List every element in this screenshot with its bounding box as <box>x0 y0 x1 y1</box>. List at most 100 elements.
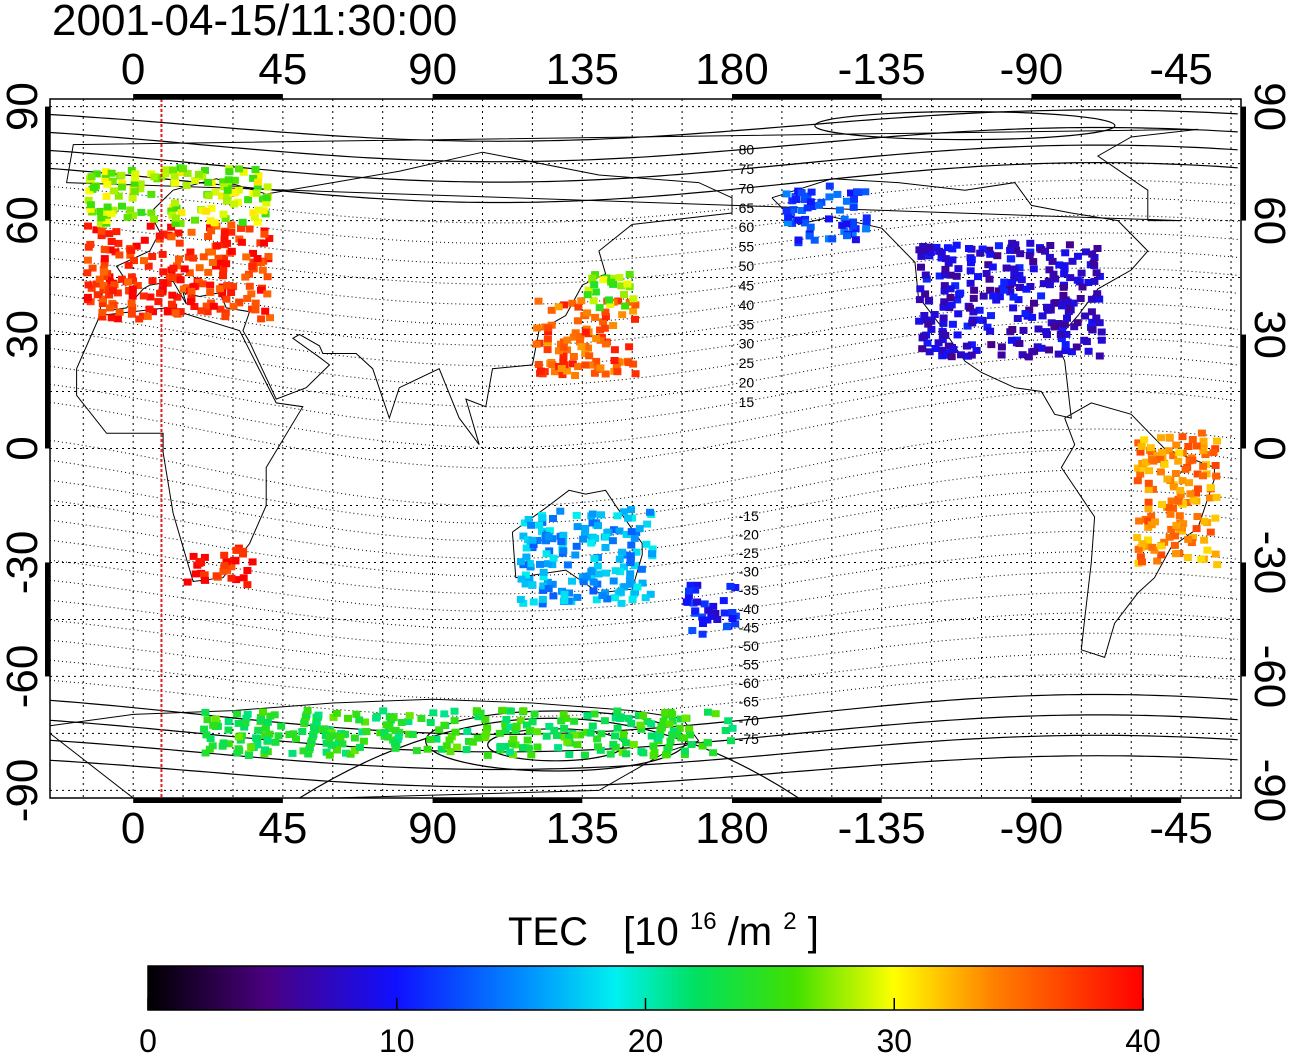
magnetic-contour <box>50 302 1238 367</box>
tec-cell <box>542 537 550 545</box>
tec-cell <box>726 582 735 590</box>
magnetic-contours <box>50 109 1238 798</box>
tec-cell <box>254 178 263 186</box>
tec-cell <box>110 281 119 289</box>
tec-cell <box>224 718 233 725</box>
tec-cell <box>620 563 628 571</box>
tec-cell <box>1209 449 1218 457</box>
tec-cell <box>288 749 297 757</box>
tec-cell <box>191 216 199 224</box>
tec-cell <box>637 748 646 756</box>
tec-cell <box>1051 299 1060 307</box>
tec-cell <box>206 288 215 296</box>
tec-cell <box>978 245 987 253</box>
tec-cell <box>997 343 1006 351</box>
tec-cell <box>99 282 108 289</box>
tec-cell <box>1136 470 1145 478</box>
tec-cell <box>229 302 238 310</box>
tec-cell <box>257 286 265 294</box>
colorbar-unit-exp1: 16 <box>690 908 717 935</box>
tec-cell <box>962 342 971 350</box>
tec-cell <box>849 218 858 226</box>
tec-cell <box>168 291 177 299</box>
tec-cell <box>835 206 844 214</box>
tec-cell <box>395 728 404 736</box>
tec-cell <box>175 239 184 247</box>
tec-cell <box>663 746 672 753</box>
tec-cell <box>107 314 116 322</box>
tec-cell <box>1028 348 1037 356</box>
tec-cell <box>167 233 176 241</box>
tec-cell <box>632 529 641 536</box>
tec-cell <box>1175 512 1184 520</box>
tec-cell <box>643 520 652 528</box>
tec-cell <box>988 263 997 271</box>
tec-cell <box>327 741 336 749</box>
tec-cell <box>224 726 233 734</box>
tec-cell <box>1059 283 1068 291</box>
tec-cell <box>618 548 627 556</box>
tec-cell <box>657 723 666 731</box>
tec-cell <box>592 357 601 365</box>
tec-cell <box>243 567 252 574</box>
tec-cell <box>115 308 124 316</box>
x-tick-label-top: -45 <box>1149 45 1213 94</box>
frame-bar-top <box>432 94 583 99</box>
frame-bar-right <box>1241 106 1246 221</box>
tec-cell <box>556 507 565 515</box>
colorbar-unit-suffix: ] <box>808 910 819 954</box>
tec-cell <box>597 730 606 738</box>
tec-cell <box>787 209 796 216</box>
tec-cell <box>589 578 598 586</box>
tec-cell <box>519 599 528 607</box>
tec-cell <box>1047 319 1056 327</box>
tec-cell <box>951 282 960 290</box>
tec-cell <box>1156 468 1165 476</box>
tec-cell <box>1060 320 1069 328</box>
tec-cell <box>232 546 241 554</box>
tec-cell <box>253 735 262 742</box>
magnetic-contour <box>50 755 1238 788</box>
tec-cell <box>647 732 656 740</box>
tec-cell <box>1088 318 1097 326</box>
tec-cell <box>1082 248 1090 256</box>
tec-cell <box>289 730 298 738</box>
frame-bar-top <box>731 94 882 99</box>
magnetic-contour <box>50 373 1238 449</box>
tec-cell <box>380 729 389 737</box>
tec-cell <box>622 531 631 538</box>
contour-label: -60 <box>739 675 759 691</box>
tec-cell <box>675 724 684 732</box>
tec-cell <box>1206 484 1215 492</box>
tec-cell <box>150 215 158 223</box>
tec-cell <box>355 716 364 724</box>
tec-cell <box>572 542 581 550</box>
tec-cell <box>969 294 978 302</box>
tec-cell <box>450 707 459 715</box>
tec-cell <box>1069 299 1078 307</box>
tec-cell <box>1093 290 1102 298</box>
tec-cell <box>1044 277 1053 285</box>
tec-cell <box>728 615 737 622</box>
x-tick-label-bottom: 135 <box>546 804 619 853</box>
x-tick-label-bottom: 180 <box>695 804 768 853</box>
frame-bar-left <box>45 562 50 677</box>
tec-cell <box>538 595 547 603</box>
y-tick-label-right: 60 <box>1245 196 1292 245</box>
tec-cell <box>558 371 567 379</box>
tec-cell <box>98 313 107 321</box>
tec-cell <box>521 580 530 588</box>
tec-cell <box>220 551 229 559</box>
tec-cell <box>825 215 833 223</box>
tec-cell <box>379 707 388 715</box>
tec-cell <box>946 271 955 279</box>
tec-cell <box>698 630 707 638</box>
tec-cell <box>183 169 192 177</box>
tec-cell <box>224 176 233 184</box>
tec-cell <box>322 739 331 747</box>
tec-cell <box>483 724 492 732</box>
tec-cell <box>265 730 274 738</box>
tec-cell <box>132 242 141 250</box>
tec-cell <box>554 303 563 311</box>
tec-cell <box>253 255 262 262</box>
